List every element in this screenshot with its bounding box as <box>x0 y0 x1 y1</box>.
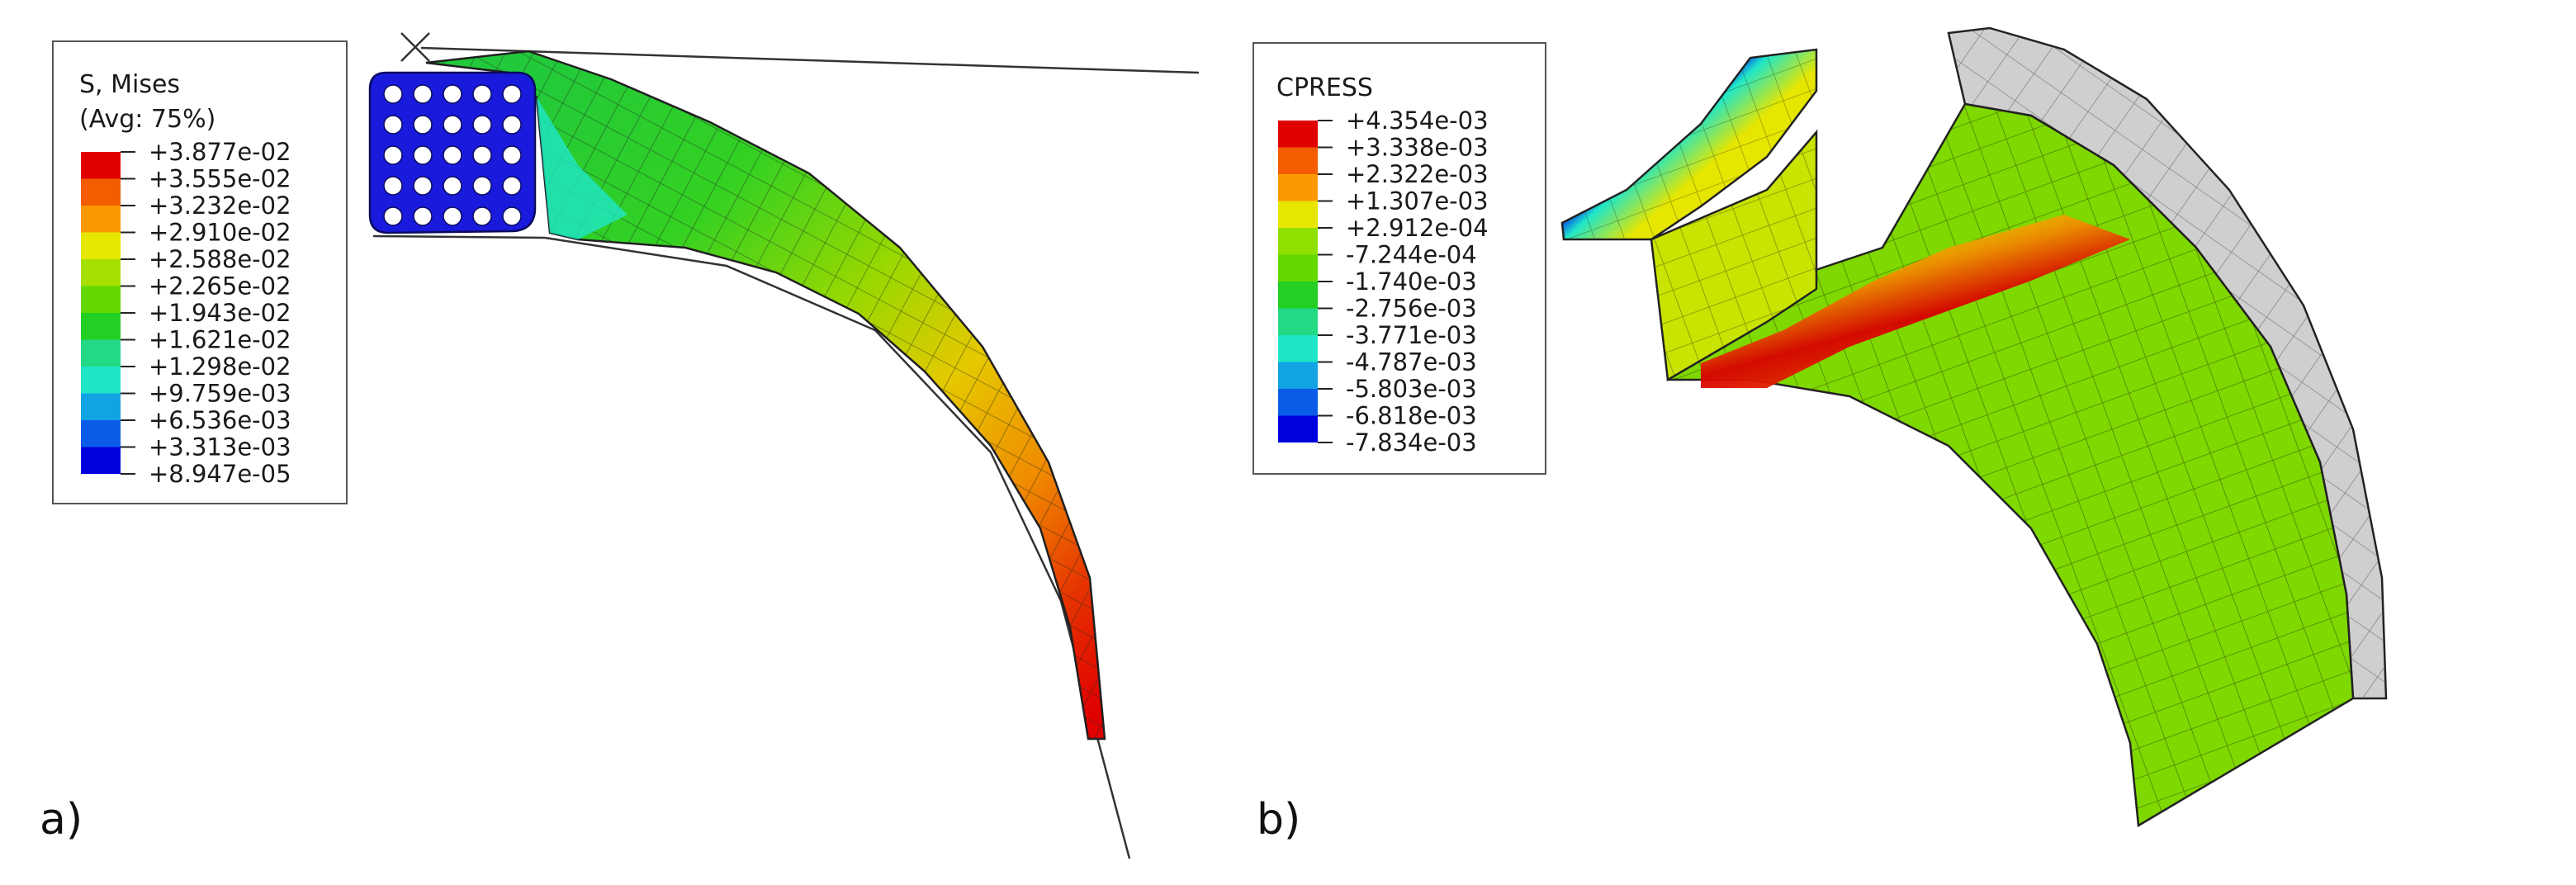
cord-hole <box>472 84 492 104</box>
legend-value: +2.912e-04 <box>1346 214 1489 242</box>
cord-hole <box>383 145 403 165</box>
panel-b-label: b) <box>1257 795 1300 845</box>
cord-hole <box>443 145 462 165</box>
cord-hole <box>443 115 462 135</box>
cord-hole <box>472 176 492 196</box>
legend-swatch <box>81 178 121 206</box>
legend-value: +3.232e-02 <box>149 192 291 220</box>
legend-swatch <box>1278 121 1318 148</box>
legend-value: +4.354e-03 <box>1346 106 1489 135</box>
legend-swatch <box>81 152 121 179</box>
cpress-legend: CPRESS +4.354e-03+3.338e-03+2.322e-03+1.… <box>1252 42 1546 475</box>
legend-value: +1.943e-02 <box>149 299 291 327</box>
panel-b-canvas: CPRESS +4.354e-03+3.338e-03+2.322e-03+1.… <box>1252 26 2388 845</box>
legend-value: +3.338e-03 <box>1346 134 1489 162</box>
top-rigid-surface-line <box>420 46 1200 74</box>
legend-swatch <box>1278 147 1318 174</box>
legend-swatches <box>1278 121 1318 442</box>
outer-rigid-surface <box>544 236 1131 859</box>
panel-a-canvas: S, Mises (Avg: 75%) +3.877e-02+3.555e-02… <box>40 32 1200 859</box>
legend-value: +6.536e-03 <box>149 406 291 434</box>
legend-title: CPRESS <box>1276 73 1373 102</box>
cord-hole <box>383 206 403 226</box>
cord-hole <box>383 115 403 135</box>
legend-value: -6.818e-03 <box>1346 402 1477 430</box>
legend-value: -1.740e-03 <box>1346 267 1477 296</box>
legend-value: +2.910e-02 <box>149 219 291 247</box>
legend-value: +3.555e-02 <box>149 165 291 193</box>
legend-swatch <box>81 313 121 340</box>
legend-swatch <box>1278 308 1318 335</box>
cord-hole <box>413 145 433 165</box>
legend-swatch <box>81 420 121 447</box>
legend-value: +2.265e-02 <box>149 272 291 301</box>
legend-swatch <box>81 339 121 367</box>
legend-value: -4.787e-03 <box>1346 348 1477 376</box>
cord-hole <box>413 206 433 226</box>
legend-value: -5.803e-03 <box>1346 375 1477 403</box>
legend-swatch <box>81 367 121 394</box>
cord-hole <box>472 206 492 226</box>
legend-swatch <box>81 393 121 420</box>
cord-hole <box>502 145 522 165</box>
legend-value: +8.947e-05 <box>149 460 291 488</box>
cord-hole <box>502 84 522 104</box>
legend-swatch <box>1278 228 1318 255</box>
legend-labels: +3.877e-02+3.555e-02+3.232e-02+2.910e-02… <box>121 138 291 488</box>
legend-swatch <box>1278 201 1318 228</box>
legend-swatch <box>81 286 121 313</box>
legend-swatch <box>1278 389 1318 416</box>
legend-swatch <box>81 447 121 474</box>
cord-hole <box>472 115 492 135</box>
legend-value: +9.759e-03 <box>149 380 291 408</box>
legend-swatch <box>1278 174 1318 201</box>
cord-hole <box>443 84 462 104</box>
panel-b: CPRESS +4.354e-03 +3.338e-03 +2.322e-03 +1.… <box>1238 0 2576 885</box>
legend-swatch <box>1278 335 1318 362</box>
seal-3d-model <box>1560 26 2388 828</box>
cord-hole <box>443 176 462 196</box>
legend-swatch <box>1278 415 1318 442</box>
cord-hole <box>383 84 403 104</box>
legend-subtitle: (Avg: 75%) <box>79 105 215 134</box>
cord-hole <box>383 176 403 196</box>
legend-swatch <box>81 232 121 259</box>
cord-hole <box>413 115 433 135</box>
legend-labels: +4.354e-03+3.338e-03+2.322e-03+1.307e-03… <box>1318 106 1489 457</box>
legend-value: +2.588e-02 <box>149 245 291 273</box>
panel-a-label: a) <box>40 795 83 845</box>
legend-title: S, Mises <box>79 70 180 99</box>
cord-hole <box>472 145 492 165</box>
legend-value: -7.834e-03 <box>1346 428 1477 457</box>
cord-hole <box>502 115 522 135</box>
legend-value: +2.322e-03 <box>1346 160 1489 188</box>
cord-hole <box>443 206 462 226</box>
legend-value: +3.313e-03 <box>149 433 291 461</box>
reference-point-marker <box>400 32 430 62</box>
legend-value: -7.244e-04 <box>1346 241 1477 269</box>
cord-hole <box>502 176 522 196</box>
legend-value: -3.771e-03 <box>1346 321 1477 349</box>
cord-hole <box>502 206 522 226</box>
legend-swatch <box>1278 254 1318 282</box>
legend-value: +1.298e-02 <box>149 353 291 381</box>
panel-a: S, Mises (Avg: 75%) +3.877e-02 +3.555e-02… <box>0 0 1238 885</box>
reinforcement-block <box>368 71 537 234</box>
legend-swatch <box>1278 282 1318 309</box>
legend-swatch <box>81 206 121 233</box>
cord-hole <box>413 84 433 104</box>
legend-value: +1.307e-03 <box>1346 187 1489 215</box>
legend-swatch <box>81 259 121 286</box>
bottom-left-line <box>372 234 546 239</box>
legend-value: +3.877e-02 <box>149 138 291 166</box>
legend-swatch <box>1278 362 1318 389</box>
cord-hole <box>413 176 433 196</box>
deformed-body <box>425 50 1106 741</box>
mises-legend: S, Mises (Avg: 75%) +3.877e-02+3.555e-02… <box>52 40 348 504</box>
legend-value: -2.756e-03 <box>1346 295 1477 323</box>
legend-swatches <box>81 152 121 474</box>
legend-value: +1.621e-02 <box>149 326 291 354</box>
